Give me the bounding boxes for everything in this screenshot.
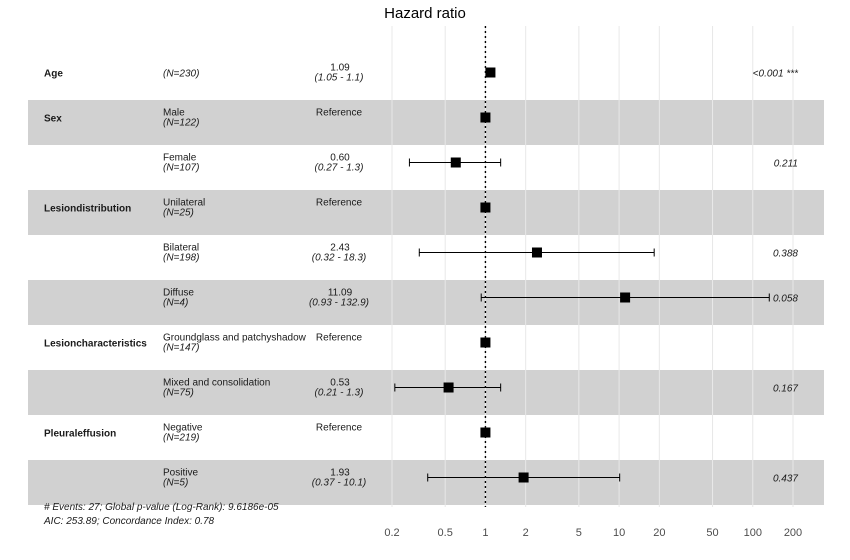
n-label: (N=230)	[163, 69, 199, 80]
x-tick-label: 200	[784, 527, 802, 539]
row-band-5	[28, 280, 824, 325]
n-label: (N=219)	[163, 433, 199, 444]
variable-label: Pleuraleffusion	[44, 429, 116, 440]
x-tick-label: 5	[576, 527, 582, 539]
hr-marker	[480, 202, 491, 213]
n-label: (N=4)	[163, 298, 188, 309]
level-label: Female	[163, 153, 197, 164]
forest-row: Lesioncharacteristics Groundglass and pat…	[44, 333, 491, 354]
footnote-aic: AIC: 253.89; Concordance Index: 0.78	[44, 516, 215, 527]
row-bands	[28, 100, 824, 505]
forest-row: Positive(N=5) 1.93(0.37 - 10.1) 0.437	[163, 468, 798, 489]
n-label: (N=107)	[163, 163, 199, 174]
p-value: 0.211	[774, 159, 798, 170]
x-tick-label: 20	[653, 527, 665, 539]
x-tick-labels: 0.2 0.5 1 2 5 10 20 50 100 200	[384, 527, 802, 539]
x-tick-label: 0.5	[438, 527, 453, 539]
level-label: Mixed and consolidation	[163, 378, 270, 389]
ci-label: (0.32 - 18.3)	[312, 253, 366, 264]
level-label: Male	[163, 108, 185, 119]
hr-label: Reference	[316, 108, 363, 119]
level-label: Diffuse	[163, 288, 194, 299]
forest-row: Age (N=230) 1.09(1.05 - 1.1) <0.001 ***	[44, 63, 799, 84]
x-tick-label: 10	[613, 527, 625, 539]
hr-label: 1.93	[330, 468, 350, 479]
n-label: (N=198)	[163, 253, 199, 264]
x-tick-label: 2	[523, 527, 529, 539]
hr-marker	[620, 292, 631, 303]
ci-label: (0.37 - 10.1)	[312, 478, 366, 489]
level-label: Groundglass and patchyshadow	[163, 333, 307, 344]
level-label: Negative	[163, 423, 203, 434]
variable-label: Age	[44, 69, 63, 80]
hr-label: 0.53	[330, 378, 350, 389]
row-band-3	[28, 190, 824, 235]
chart-title: Hazard ratio	[384, 5, 466, 22]
hr-marker	[485, 67, 496, 78]
forest-row: Female(N=107) 0.60(0.27 - 1.3) 0.211	[163, 153, 798, 174]
row-band-7	[28, 370, 824, 415]
ci-label: (1.05 - 1.1)	[315, 73, 364, 84]
x-tick-label: 50	[706, 527, 718, 539]
hr-marker	[518, 472, 529, 483]
ci-label: (0.21 - 1.3)	[315, 388, 364, 399]
hr-label: Reference	[316, 423, 363, 434]
forest-row: Mixed and consolidation(N=75) 0.53(0.21 -…	[163, 378, 798, 399]
x-gridlines	[391, 26, 794, 507]
hr-marker	[480, 427, 491, 438]
level-label: Positive	[163, 468, 198, 479]
hr-label: Reference	[316, 333, 363, 344]
n-label: (N=25)	[163, 208, 194, 219]
row-band-9	[28, 460, 824, 505]
forest-row: Pleuraleffusion Negative(N=219) Reference	[44, 423, 491, 444]
forest-row: Lesiondistribution Unilateral(N=25) Refere…	[44, 198, 491, 219]
hr-marker	[480, 337, 491, 348]
x-tick-label: 1	[482, 527, 488, 539]
hr-label: Reference	[316, 198, 363, 209]
x-tick-label: 0.2	[384, 527, 399, 539]
n-label: (N=147)	[163, 343, 199, 354]
n-label: (N=122)	[163, 118, 199, 129]
ci-label: (0.27 - 1.3)	[315, 163, 364, 174]
forest-rows: Age (N=230) 1.09(1.05 - 1.1) <0.001 *** Sex M…	[44, 63, 799, 489]
n-label: (N=5)	[163, 478, 188, 489]
hr-marker	[480, 112, 491, 123]
x-tick-label: 100	[744, 527, 762, 539]
forest-row: Bilateral(N=198) 2.43(0.32 - 18.3) 0.388	[163, 243, 798, 264]
hr-label: 2.43	[330, 243, 350, 254]
p-value: 0.388	[773, 249, 798, 260]
forest-row: Sex Male(N=122) Reference	[44, 108, 491, 129]
ci-label: (0.93 - 132.9)	[309, 298, 369, 309]
hr-label: 11.09	[328, 288, 353, 299]
p-value: 0.437	[773, 474, 798, 485]
hr-marker	[450, 157, 461, 168]
p-value: 0.058	[773, 294, 798, 305]
variable-label: Sex	[44, 114, 62, 125]
p-value: <0.001 ***	[753, 69, 799, 80]
level-label: Bilateral	[163, 243, 199, 254]
footnote-events: # Events: 27; Global p-value (Log-Rank):…	[44, 502, 279, 513]
forest-row: Diffuse(N=4) 11.09(0.93 - 132.9) 0.058	[163, 288, 798, 309]
hr-label: 1.09	[330, 63, 350, 74]
hr-label: 0.60	[330, 153, 350, 164]
p-value: 0.167	[773, 384, 798, 395]
variable-label: Lesioncharacteristics	[44, 339, 147, 350]
variable-label: Lesiondistribution	[44, 204, 131, 215]
hr-marker	[531, 247, 542, 258]
n-label: (N=75)	[163, 388, 194, 399]
hr-marker	[443, 382, 454, 393]
row-band-1	[28, 100, 824, 145]
level-label: Unilateral	[163, 198, 205, 209]
